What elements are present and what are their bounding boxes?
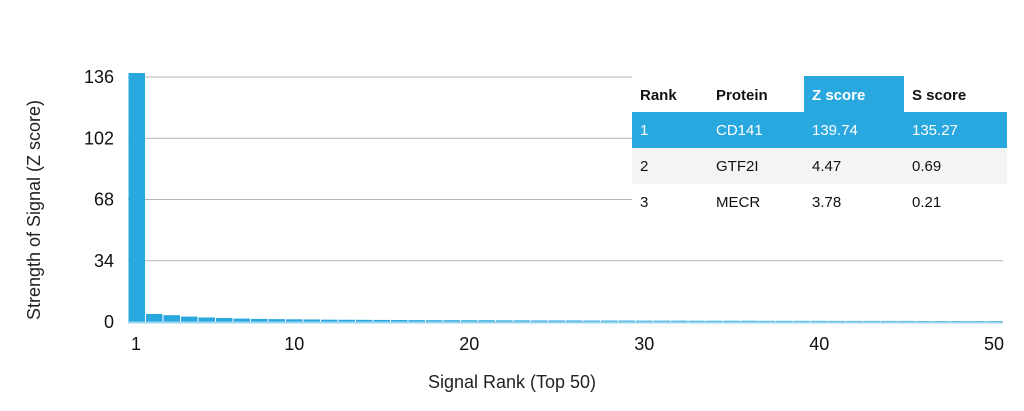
bar [706,320,723,323]
y-tick-label: 68 [94,190,114,210]
table-cell: 3 [640,194,648,211]
y-axis-title: Strength of Signal (Z score) [24,100,44,320]
table-row-shade [632,148,1007,184]
x-tick-label: 40 [809,334,829,354]
y-tick-label: 34 [94,251,114,271]
table-header-cell: Rank [640,87,677,104]
bar [478,320,495,322]
bar [303,319,320,322]
bar [268,319,285,322]
bar [233,318,250,322]
table-cell: 2 [640,158,648,175]
x-tick-label: 20 [459,334,479,354]
table-header-cell: Z score [812,87,865,104]
bar [426,320,443,322]
y-tick-label: 136 [84,67,114,87]
x-tick-label: 1 [131,334,141,354]
bar [321,319,338,322]
bar [461,320,478,322]
bar [146,313,163,322]
bar [356,319,373,322]
bar [443,320,460,322]
table-cell: 1 [640,122,648,139]
bar [408,320,425,322]
table-cell: 4.47 [812,158,841,175]
table-cell: 135.27 [912,122,958,139]
y-tick-label: 0 [104,312,114,332]
bar [601,320,618,323]
bar [531,320,548,322]
table-cell: 3.78 [812,194,841,211]
bar [688,320,705,323]
table-header-cell: Protein [716,87,768,104]
z-score-header-highlight [804,76,904,112]
bar [723,320,740,323]
bars [128,73,1003,324]
bar [251,318,268,322]
bar [198,317,215,322]
x-tick-label: 10 [284,334,304,354]
bar [636,320,653,323]
table-header-cell: S score [912,87,966,104]
table-cell: 0.21 [912,194,941,211]
x-tick-label: 30 [634,334,654,354]
bar [653,320,670,323]
bar [338,319,355,322]
bar [618,320,635,323]
bar [286,319,303,322]
x-tick-label: 50 [984,334,1004,354]
bar [566,320,583,322]
bar [496,320,513,322]
bar [583,320,600,323]
table-cell: 139.74 [812,122,858,139]
x-tick-labels: 1 10 20 30 40 50 [131,334,1004,354]
bar [163,315,180,322]
y-tick-label: 102 [84,128,114,148]
table-cell: GTF2I [716,158,759,175]
table-row-highlight [632,112,1007,148]
bar [373,319,390,322]
protein-table: Rank Protein Z score S score 1 CD141 139.74 135… [632,76,1007,220]
table-cell: 0.69 [912,158,941,175]
bar [513,320,530,322]
bar [128,73,145,322]
bar [181,316,198,322]
y-tick-labels: 0 34 68 102 136 [84,67,114,332]
bar [216,318,233,322]
bar [671,320,688,323]
x-axis-title: Signal Rank (Top 50) [428,372,596,392]
bar [391,320,408,322]
bar [741,320,758,323]
table-cell: MECR [716,194,760,211]
table-cell: CD141 [716,122,763,139]
bar [548,320,565,322]
